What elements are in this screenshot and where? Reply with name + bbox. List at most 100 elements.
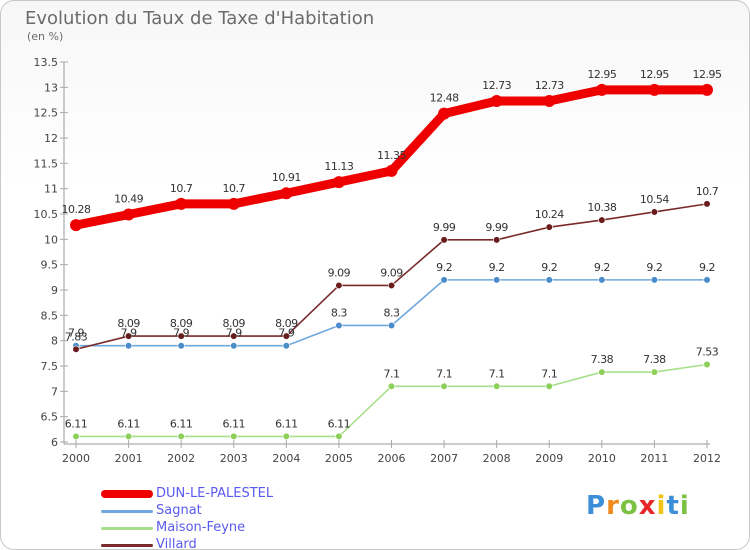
data-label: 9.99 (485, 221, 508, 234)
x-tick-label: 2003 (220, 452, 248, 465)
data-point (227, 197, 240, 210)
legend-swatch (101, 510, 153, 513)
data-point (282, 342, 290, 350)
data-point (493, 382, 501, 390)
data-label: 9.2 (489, 261, 505, 274)
data-point (177, 332, 185, 340)
data-point (175, 197, 188, 210)
data-point (650, 208, 659, 216)
data-label: 10.38 (587, 201, 616, 214)
data-label: 10.7 (170, 182, 193, 195)
legend-item-maison-feyne[interactable]: Maison-Feyne (101, 519, 361, 536)
data-point (440, 276, 448, 284)
y-tick-label: 12.5 (34, 107, 59, 120)
data-label: 7.1 (436, 367, 452, 380)
y-tick-label: 13 (44, 81, 58, 94)
y-tick-label: 6 (51, 436, 58, 449)
y-tick-label: 9 (51, 284, 58, 297)
data-point (598, 368, 606, 376)
data-label: 8.09 (223, 317, 246, 330)
data-label: 9.09 (328, 266, 351, 279)
legend: DUN-LE-PALESTEL Sagnat Maison-Feyne Vill… (101, 485, 361, 550)
x-tick-label: 2004 (272, 452, 300, 465)
data-point (230, 432, 238, 441)
data-label: 12.48 (430, 92, 459, 105)
data-point (72, 432, 80, 441)
logo-letter: r (606, 491, 620, 521)
data-point (124, 332, 133, 340)
data-label: 9.09 (380, 266, 403, 279)
data-point (545, 276, 553, 284)
data-point (177, 342, 185, 350)
data-point (335, 281, 343, 290)
x-tick-label: 2011 (640, 452, 668, 465)
legend-swatch (101, 544, 153, 547)
x-tick-label: 2008 (483, 452, 511, 465)
data-label: 10.49 (114, 193, 143, 206)
data-label: 9.2 (699, 261, 715, 274)
data-label: 7.53 (696, 345, 719, 358)
data-label: 7.1 (489, 367, 505, 380)
legend-item-villard[interactable]: Villard (101, 536, 361, 550)
data-label: 7.83 (65, 330, 88, 343)
data-label: 9.2 (436, 261, 452, 274)
x-tick-label: 2012 (693, 452, 721, 465)
data-point (490, 95, 503, 108)
y-tick-label: 13.5 (34, 56, 59, 69)
data-label: 6.11 (170, 417, 193, 430)
y-tick-label: 11.5 (34, 157, 59, 170)
data-label: 7.1 (384, 367, 400, 380)
data-point (595, 83, 608, 96)
data-point (543, 95, 556, 108)
data-point (387, 382, 396, 390)
data-label: 7.1 (541, 367, 557, 380)
y-tick-label: 7.5 (41, 360, 59, 373)
data-label: 8.09 (275, 317, 298, 330)
x-tick-label: 2002 (167, 452, 195, 465)
data-point (280, 187, 293, 200)
data-label: 8.09 (170, 317, 193, 330)
data-label: 6.11 (117, 417, 140, 430)
y-tick-label: 8 (51, 335, 58, 348)
data-label: 12.73 (482, 79, 511, 92)
data-label: 6.11 (328, 417, 351, 430)
legend-label: Sagnat (156, 503, 202, 518)
data-label: 10.54 (640, 193, 669, 206)
data-point (545, 382, 553, 390)
data-point (230, 332, 238, 340)
data-point (70, 219, 82, 232)
data-label: 8.3 (331, 306, 347, 319)
legend-swatch (101, 490, 153, 498)
logo-letter: P (586, 491, 607, 521)
legend-swatch (101, 527, 153, 530)
logo-letter: x (638, 491, 657, 521)
data-point (440, 236, 448, 244)
data-label: 10.24 (535, 208, 564, 221)
data-label: 7.9 (173, 327, 189, 340)
legend-item-dun-le-palestel[interactable]: DUN-LE-PALESTEL (101, 485, 361, 502)
y-tick-label: 11 (44, 183, 58, 196)
data-label: 10.7 (696, 185, 719, 198)
data-point (545, 223, 553, 231)
x-tick-label: 2007 (430, 452, 458, 465)
data-label: 7.9 (68, 327, 84, 340)
data-label: 9.99 (433, 221, 456, 234)
data-point (598, 276, 606, 284)
logo-letter: i (656, 491, 667, 521)
legend-label: Maison-Feyne (156, 520, 246, 535)
x-tick-label: 2006 (378, 452, 406, 465)
data-label: 8.3 (384, 306, 400, 319)
logo-letter: o (619, 491, 639, 521)
x-tick-label: 2009 (535, 452, 563, 465)
data-point (703, 276, 711, 284)
data-label: 7.9 (226, 327, 242, 340)
data-label: 6.11 (275, 417, 298, 430)
chart-title: Evolution du Taux de Taxe d'Habitation (25, 8, 375, 29)
data-point (177, 432, 185, 441)
data-point (72, 345, 80, 353)
y-tick-label: 10.5 (34, 208, 59, 221)
legend-label: Villard (156, 537, 197, 550)
legend-item-sagnat[interactable]: Sagnat (101, 502, 361, 519)
data-label: 12.73 (535, 79, 564, 92)
